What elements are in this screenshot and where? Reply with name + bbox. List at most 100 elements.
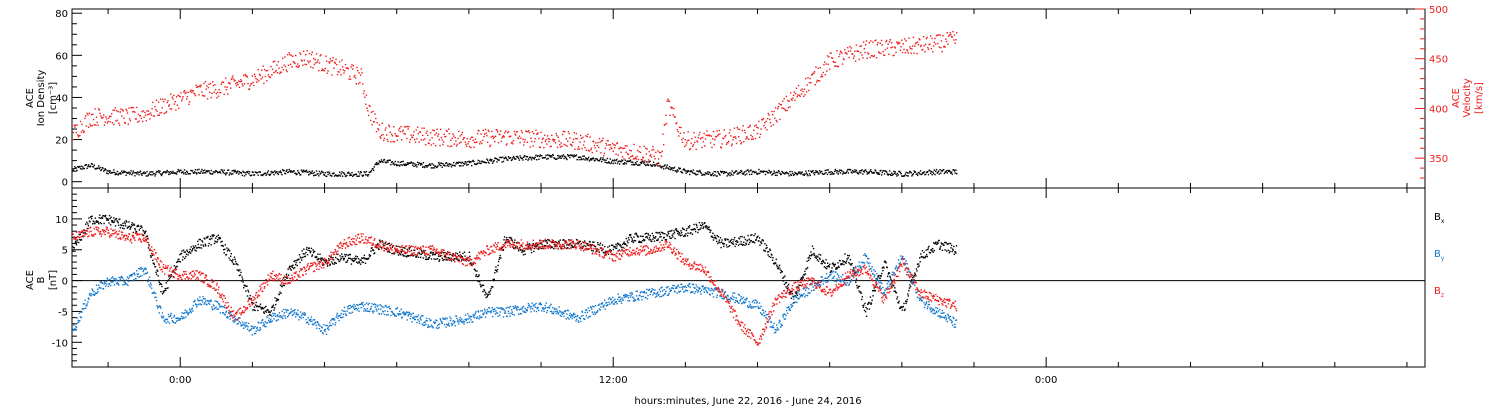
data-point <box>777 106 780 108</box>
data-point <box>461 321 464 324</box>
data-point <box>556 135 558 137</box>
data-point <box>100 287 102 289</box>
data-point <box>349 173 352 175</box>
data-point <box>747 169 749 171</box>
data-point <box>124 122 127 124</box>
data-point <box>420 139 422 141</box>
data-point <box>572 155 574 157</box>
data-point <box>716 240 718 243</box>
data-point <box>246 171 248 174</box>
data-point <box>97 167 99 169</box>
data-point <box>222 245 224 247</box>
data-point <box>377 162 379 164</box>
data-point <box>275 300 277 302</box>
data-point <box>447 257 449 259</box>
data-point <box>621 147 623 149</box>
data-point <box>844 172 847 174</box>
data-point <box>753 242 756 244</box>
data-point <box>201 241 204 243</box>
data-point <box>126 283 128 285</box>
data-point <box>346 172 349 174</box>
data-point <box>430 167 432 169</box>
data-point <box>839 172 842 174</box>
data-point <box>492 160 495 163</box>
data-point <box>297 169 299 172</box>
data-point <box>193 246 196 249</box>
data-point <box>375 163 377 165</box>
data-point <box>664 123 666 126</box>
data-point <box>131 275 133 277</box>
data-point <box>134 111 136 113</box>
data-point <box>108 170 110 172</box>
data-point <box>508 240 510 242</box>
data-point <box>819 254 822 256</box>
data-point <box>370 250 372 252</box>
data-point <box>140 225 143 227</box>
data-point <box>930 248 933 251</box>
data-point <box>232 78 235 80</box>
data-point <box>497 264 499 267</box>
data-point <box>618 243 620 245</box>
data-point <box>254 304 257 306</box>
data-point <box>603 154 605 157</box>
data-point <box>496 268 499 271</box>
data-point <box>819 258 821 260</box>
top-left-tick-label: 80 <box>55 9 68 20</box>
data-point <box>655 151 657 154</box>
data-point <box>797 84 800 87</box>
data-point <box>799 95 801 97</box>
data-point <box>240 271 242 274</box>
data-point <box>629 234 631 237</box>
data-point <box>886 173 889 175</box>
data-point <box>765 244 768 247</box>
data-point <box>383 313 386 316</box>
data-point <box>283 169 285 172</box>
data-point <box>682 228 684 230</box>
data-point <box>890 47 892 49</box>
data-point <box>192 248 194 250</box>
data-point <box>228 257 230 259</box>
data-point <box>277 298 280 301</box>
data-point <box>497 131 499 133</box>
data-point <box>891 46 894 48</box>
data-point <box>835 267 837 269</box>
data-point <box>919 45 922 48</box>
data-point <box>748 138 750 140</box>
data-point <box>836 267 839 269</box>
data-point <box>283 312 285 314</box>
data-point <box>307 171 309 173</box>
data-point <box>72 250 74 252</box>
data-point <box>347 254 349 257</box>
data-point <box>941 249 944 251</box>
data-point <box>579 240 581 242</box>
data-point <box>446 165 448 167</box>
data-point <box>180 317 182 320</box>
data-point <box>491 130 493 133</box>
data-point <box>668 168 670 170</box>
data-point <box>506 143 508 145</box>
data-point <box>468 145 471 148</box>
data-point <box>406 125 409 128</box>
data-point <box>627 237 630 239</box>
data-point <box>89 221 91 223</box>
data-point <box>787 173 790 175</box>
data-point <box>612 162 614 165</box>
data-point <box>434 165 436 167</box>
data-point <box>131 107 133 109</box>
data-point <box>119 278 121 280</box>
data-point <box>240 172 243 174</box>
data-point <box>102 167 104 169</box>
data-point <box>851 262 853 265</box>
data-point <box>103 124 106 126</box>
data-point <box>494 157 496 159</box>
data-point <box>86 305 88 307</box>
data-point <box>415 164 417 166</box>
data-point <box>669 114 671 116</box>
data-point <box>182 316 184 318</box>
data-point <box>575 242 577 245</box>
data-point <box>194 169 197 171</box>
data-point <box>471 164 473 167</box>
data-point <box>276 319 278 322</box>
data-point <box>807 175 809 177</box>
data-point <box>358 262 361 264</box>
